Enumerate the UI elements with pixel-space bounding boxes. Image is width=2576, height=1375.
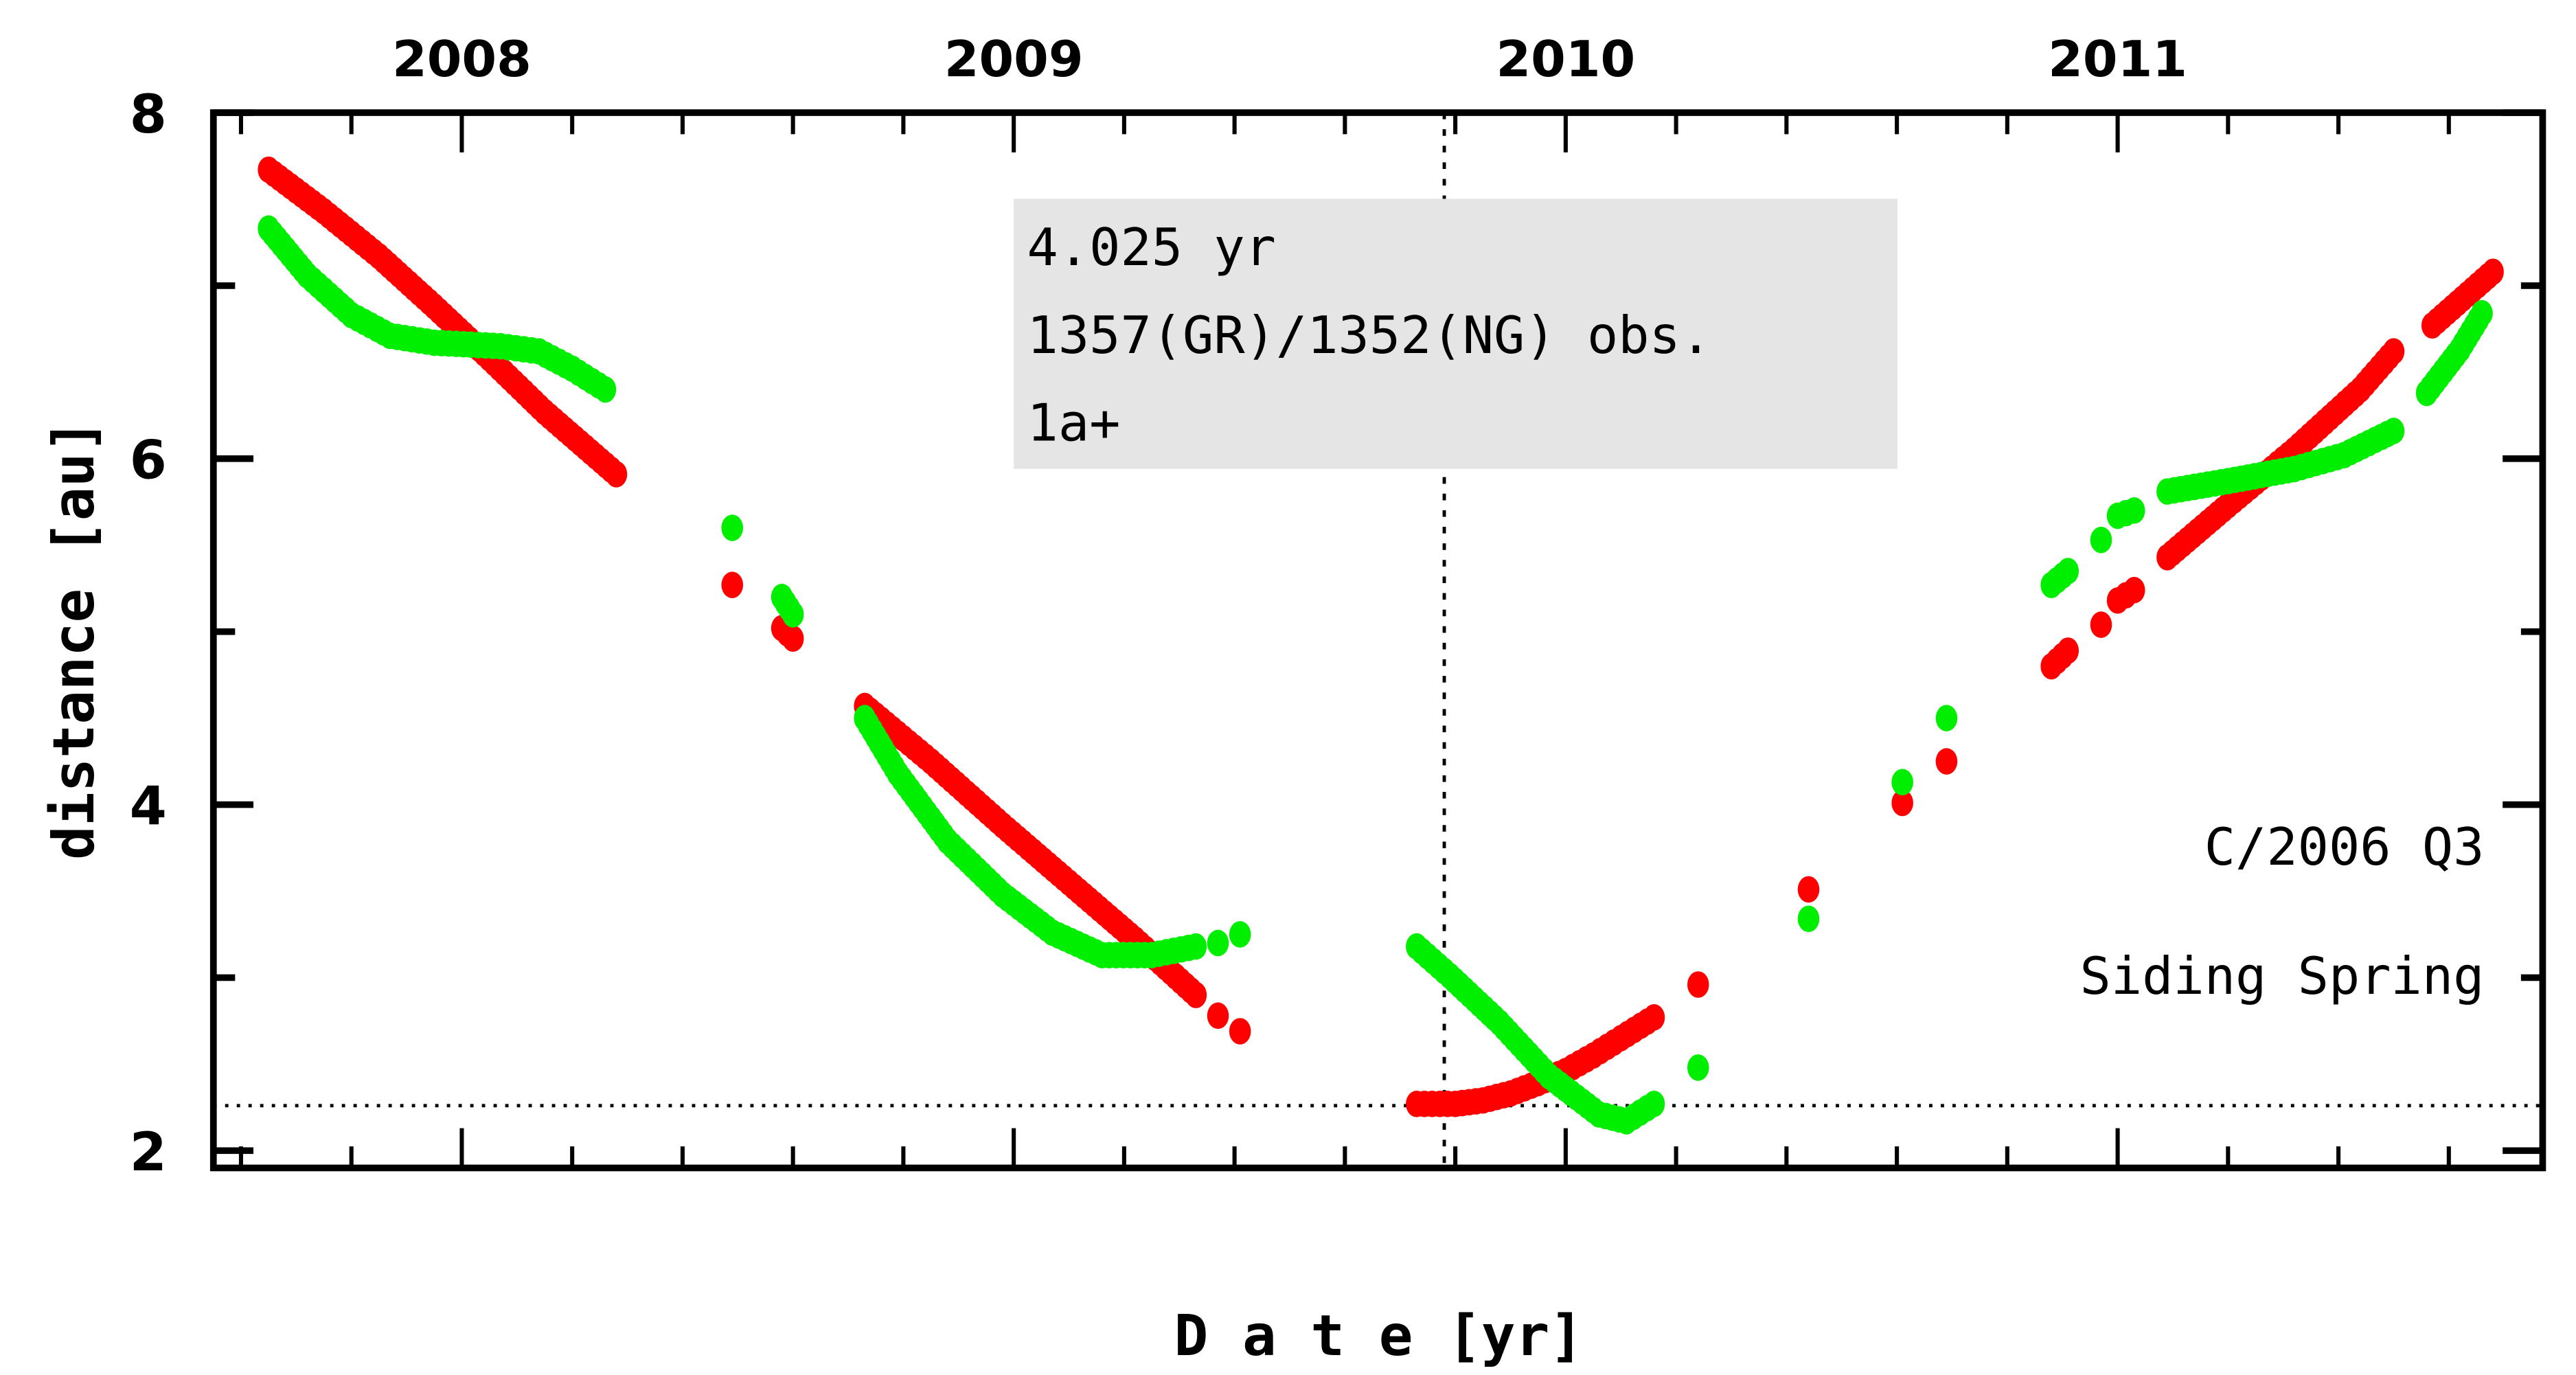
- data-point-GR: [2123, 576, 2145, 604]
- y-tick-label: 4: [130, 776, 167, 838]
- data-point-NG: [1891, 769, 1913, 796]
- data-point-GR: [1891, 789, 1913, 817]
- plot-frame: [209, 109, 2546, 1172]
- data-point-NG: [782, 601, 804, 628]
- data-point-NG: [1797, 905, 1820, 933]
- data-point-NG: [2471, 299, 2493, 327]
- info-box-class: 1a+: [1027, 393, 1121, 453]
- data-point-NG: [1687, 1054, 1709, 1081]
- comet-designation: C/2006 Q3: [2204, 817, 2485, 877]
- y-axis-label: distance [au]: [42, 419, 107, 860]
- y-tick-label: 8: [130, 84, 167, 146]
- data-point-GR: [2382, 338, 2405, 365]
- x-axis-label: D a t e [yr]: [1174, 1304, 1584, 1369]
- data-point-NG: [2090, 526, 2112, 554]
- reference-lines: [213, 113, 2543, 1168]
- info-box-background: [1014, 198, 1897, 469]
- top-year-label: 2011: [2048, 31, 2187, 89]
- y-tick-label: 2: [130, 1122, 167, 1183]
- axis-ticks: [213, 109, 2543, 1168]
- data-point-GR: [782, 625, 804, 652]
- data-point-GR: [1935, 748, 1958, 775]
- data-point-NG: [1643, 1091, 1665, 1117]
- data-point-GR: [2090, 611, 2112, 638]
- top-year-label: 2008: [392, 31, 532, 89]
- comet-name: Siding Spring: [2080, 946, 2485, 1006]
- data-point-GR: [1207, 1002, 1229, 1030]
- tick-labels: 2008 2009 2010 2011 2 4 6 8: [130, 31, 2187, 1183]
- data-point-GR: [2482, 258, 2504, 286]
- data-point-NG: [2123, 497, 2145, 524]
- top-year-label: 2009: [944, 31, 1084, 89]
- top-year-label: 2010: [1496, 31, 1636, 89]
- data-point-NG: [721, 514, 744, 541]
- data-point-NG: [2382, 418, 2405, 444]
- info-box-observations: 1357(GR)/1352(NG) obs.: [1027, 305, 1712, 365]
- info-box: 4.025 yr 1357(GR)/1352(NG) obs. 1a+: [1014, 198, 1897, 469]
- data-point-NG: [1935, 705, 1958, 731]
- data-point-NG: [2057, 558, 2079, 584]
- data-point-GR: [2057, 637, 2079, 664]
- data-point-NG: [1207, 929, 1229, 957]
- series-NG: [258, 215, 2493, 1135]
- data-point-GR: [605, 461, 628, 488]
- data-point-NG: [1229, 921, 1251, 948]
- data-point-GR: [1185, 981, 1207, 1008]
- y-tick-label: 6: [130, 430, 167, 492]
- data-point-GR: [1687, 971, 1709, 998]
- data-point-GR: [1643, 1004, 1665, 1031]
- data-point-GR: [721, 571, 744, 598]
- data-points: [258, 156, 2504, 1135]
- data-point-NG: [594, 376, 617, 403]
- data-point-GR: [1229, 1018, 1251, 1045]
- data-point-NG: [1185, 933, 1207, 960]
- info-box-period: 4.025 yr: [1027, 217, 1276, 277]
- data-point-GR: [1797, 876, 1820, 903]
